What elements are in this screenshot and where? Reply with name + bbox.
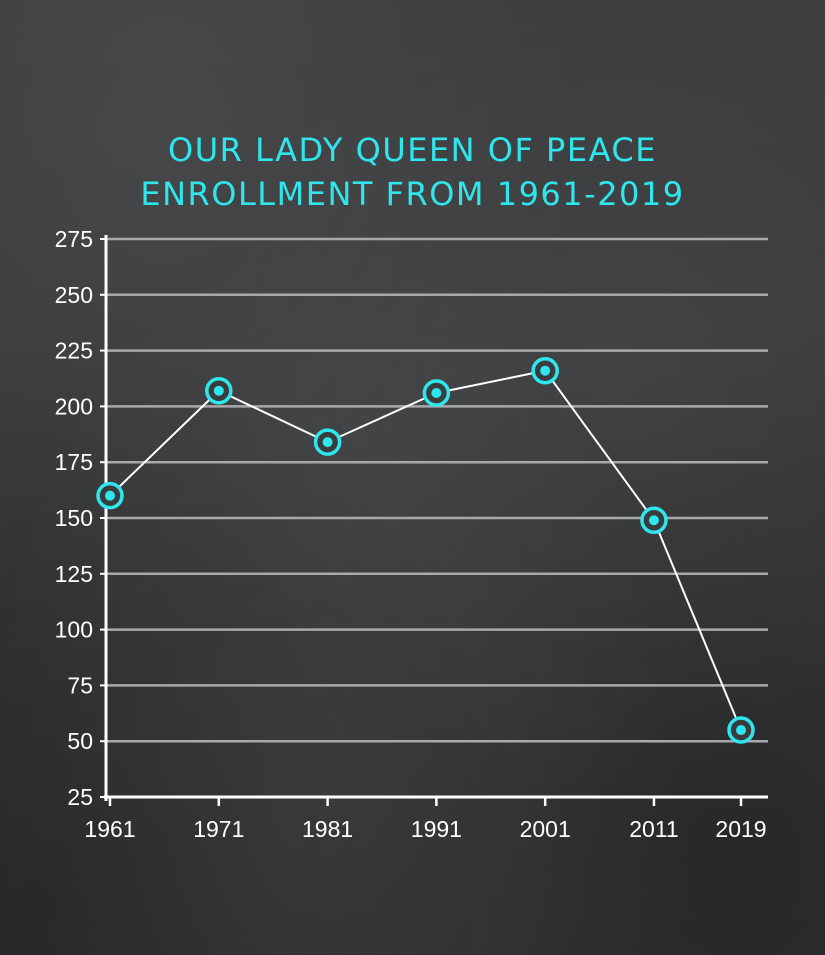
- data-point-dot: [648, 515, 659, 526]
- y-tick-label-175: 175: [55, 449, 93, 475]
- data-point-dot: [540, 365, 551, 376]
- data-point-2019: [727, 716, 755, 744]
- y-tick-label-250: 250: [55, 282, 93, 308]
- y-tick-label-125: 125: [55, 561, 93, 587]
- data-point-dot: [736, 725, 746, 736]
- y-tick-labels: 25 50 75 100 125 150 175 200 225 250 275: [55, 226, 93, 810]
- grid-lines: [106, 237, 768, 743]
- y-tick-label-225: 225: [55, 338, 93, 364]
- data-point-1981: [313, 428, 342, 456]
- data-point-1971: [205, 377, 233, 405]
- x-tick-label-1981: 1981: [302, 816, 353, 842]
- data-point-1991: [422, 379, 451, 407]
- data-point-dot: [322, 437, 333, 448]
- x-tick-label-1961: 1961: [84, 816, 135, 842]
- series-line: [109, 369, 742, 731]
- y-tick-label-200: 200: [55, 393, 93, 419]
- data-point-dot: [213, 385, 224, 396]
- x-tick-label-1991: 1991: [411, 816, 462, 842]
- data-point-1961: [96, 481, 124, 510]
- x-tick-label-2019: 2019: [715, 816, 766, 842]
- y-tick-label-25: 25: [67, 784, 93, 810]
- y-tick-label-50: 50: [67, 728, 93, 754]
- series-line-0: [109, 369, 742, 731]
- data-point-2001: [531, 356, 559, 385]
- x-tick-label-2001: 2001: [520, 816, 571, 842]
- y-tick-label-150: 150: [55, 505, 93, 531]
- y-tick-label-100: 100: [55, 617, 93, 643]
- x-tick-label-1971: 1971: [193, 816, 244, 842]
- data-markers: [96, 356, 755, 744]
- y-tick-label-75: 75: [67, 672, 93, 698]
- x-tick-label-2011: 2011: [629, 816, 678, 842]
- y-tick-label-275: 275: [55, 226, 93, 252]
- chart-title-line-2: ENROLLMENT FROM 1961-2019: [140, 175, 685, 213]
- axes: [100, 235, 768, 806]
- data-point-dot: [105, 490, 115, 501]
- chart-title-line-1: OUR LADY QUEEN OF PEACE: [168, 131, 657, 169]
- x-tick-labels: 1961 1971 1981 1991 2001 2011 2019: [84, 816, 766, 842]
- data-point-2011: [640, 506, 668, 534]
- data-point-dot: [431, 388, 442, 399]
